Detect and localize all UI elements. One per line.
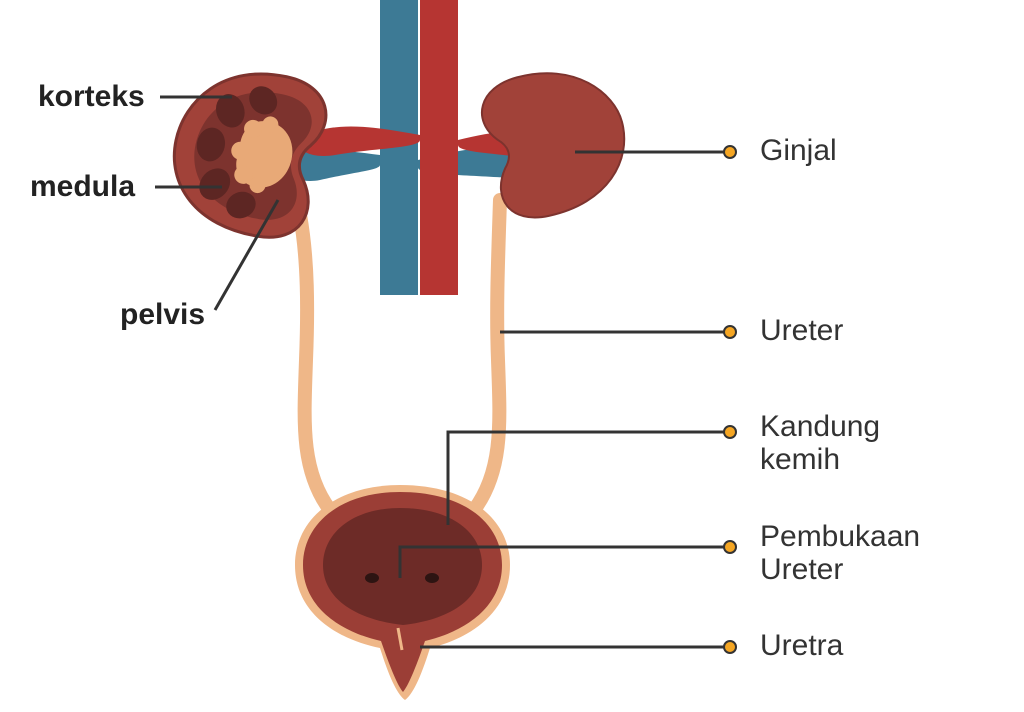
bladder (295, 485, 510, 700)
dot-pembukaan (723, 540, 737, 554)
label-ureter: Ureter (760, 314, 843, 347)
label-kandung: Kandungkemih (760, 410, 880, 476)
dot-kandung (723, 425, 737, 439)
label-medula: medula (30, 170, 135, 204)
label-uretra: Uretra (760, 629, 843, 662)
label-ginjal: Ginjal (760, 134, 837, 167)
dot-ginjal (723, 145, 737, 159)
label-pembukaan: PembukaanUreter (760, 520, 920, 586)
diagram-svg (0, 0, 1024, 707)
dot-ureter (723, 325, 737, 339)
label-pelvis: pelvis (120, 298, 205, 332)
urinary-system-diagram: korteks medula pelvis Ginjal Ureter Kand… (0, 0, 1024, 707)
label-korteks: korteks (38, 80, 145, 114)
dot-uretra (723, 640, 737, 654)
